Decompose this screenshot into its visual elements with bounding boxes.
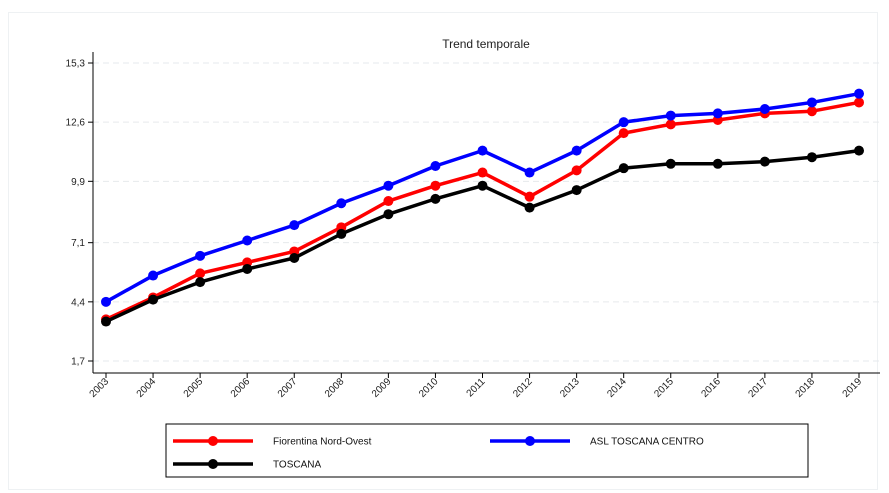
legend-swatch-marker bbox=[208, 436, 218, 446]
y-tick-label: 12,6 bbox=[66, 118, 86, 129]
data-point bbox=[430, 193, 441, 204]
data-point bbox=[618, 117, 629, 128]
data-point bbox=[101, 296, 111, 307]
data-point bbox=[571, 185, 582, 196]
data-point bbox=[477, 180, 488, 191]
data-point bbox=[524, 202, 535, 213]
data-point bbox=[571, 165, 582, 176]
chart-frame bbox=[8, 12, 878, 490]
legend-swatch-marker bbox=[208, 459, 218, 469]
x-tick-label: 2012 bbox=[511, 376, 535, 400]
data-point bbox=[195, 250, 206, 261]
x-tick-label: 2003 bbox=[88, 376, 112, 400]
data-point bbox=[289, 220, 300, 231]
data-point bbox=[524, 167, 535, 178]
data-point bbox=[665, 110, 676, 121]
data-point bbox=[712, 108, 723, 119]
data-point bbox=[665, 158, 676, 169]
y-tick-label: 4,4 bbox=[71, 297, 85, 308]
x-tick-label: 2008 bbox=[323, 376, 347, 400]
data-point bbox=[430, 180, 441, 191]
x-tick-label: 2019 bbox=[841, 376, 865, 400]
data-point bbox=[806, 106, 817, 117]
data-point bbox=[430, 160, 441, 171]
data-point bbox=[289, 253, 300, 264]
data-point bbox=[806, 152, 817, 163]
data-point bbox=[524, 191, 535, 202]
data-point bbox=[148, 270, 159, 281]
data-point bbox=[477, 145, 488, 156]
data-point bbox=[383, 180, 394, 191]
data-point bbox=[854, 145, 864, 156]
data-point bbox=[712, 158, 723, 169]
x-tick-label: 2007 bbox=[276, 376, 300, 400]
x-tick-label: 2006 bbox=[229, 376, 253, 400]
data-point bbox=[618, 128, 629, 139]
data-point bbox=[242, 235, 253, 246]
x-tick-label: 2004 bbox=[135, 376, 159, 400]
data-point bbox=[806, 97, 817, 108]
data-point bbox=[242, 263, 253, 274]
series-line bbox=[105, 100, 860, 321]
data-point bbox=[571, 145, 582, 156]
data-point bbox=[618, 163, 629, 174]
data-point bbox=[383, 196, 394, 207]
data-point bbox=[854, 88, 864, 99]
data-point bbox=[759, 104, 770, 115]
x-tick-label: 2011 bbox=[465, 376, 488, 399]
data-point bbox=[477, 167, 488, 178]
legend-label: ASL TOSCANA CENTRO bbox=[590, 437, 704, 448]
legend-label: TOSCANA bbox=[273, 460, 321, 471]
data-point bbox=[101, 316, 111, 327]
x-tick-label: 2017 bbox=[746, 376, 770, 400]
data-point bbox=[383, 209, 394, 220]
y-tick-label: 15,3 bbox=[66, 59, 86, 70]
data-point bbox=[336, 198, 347, 209]
x-tick-label: 2016 bbox=[699, 376, 723, 400]
chart-title: Trend temporale bbox=[442, 37, 530, 51]
y-tick-label: 7,1 bbox=[71, 238, 85, 249]
data-point bbox=[336, 228, 347, 239]
data-point bbox=[665, 119, 676, 130]
legend-swatch-marker bbox=[525, 436, 535, 446]
legend-label: Fiorentina Nord-Ovest bbox=[273, 437, 372, 448]
x-tick-label: 2015 bbox=[652, 376, 676, 400]
x-tick-label: 2010 bbox=[417, 376, 441, 400]
data-point bbox=[195, 268, 206, 279]
data-point bbox=[854, 97, 864, 108]
y-tick-label: 9,9 bbox=[71, 177, 85, 188]
x-tick-label: 2014 bbox=[605, 376, 629, 400]
data-point bbox=[759, 156, 770, 167]
legend-box bbox=[165, 423, 809, 478]
y-tick-label: 1,7 bbox=[71, 357, 85, 368]
x-tick-label: 2013 bbox=[558, 376, 582, 400]
data-point bbox=[195, 277, 206, 288]
data-point bbox=[148, 294, 159, 305]
x-tick-label: 2005 bbox=[182, 376, 206, 400]
x-tick-label: 2009 bbox=[370, 376, 394, 400]
x-tick-label: 2018 bbox=[794, 376, 818, 400]
